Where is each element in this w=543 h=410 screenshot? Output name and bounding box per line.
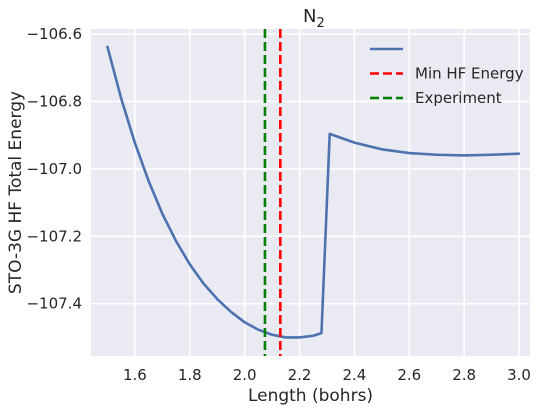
x-tick-label: 2.6 xyxy=(397,366,421,384)
legend-label: Experiment xyxy=(415,89,502,107)
y-axis-label: STO-3G HF Total Energy xyxy=(6,91,26,294)
chart-title-subscript: 2 xyxy=(316,16,324,31)
x-tick-label: 2.4 xyxy=(342,366,366,384)
legend: Min HF Energy Experiment xyxy=(370,47,524,107)
x-tick-label: 2.8 xyxy=(452,366,476,384)
plot-background xyxy=(91,29,530,356)
x-tick-label: 1.6 xyxy=(123,366,147,384)
chart-title: N2 xyxy=(303,6,325,31)
y-tick-label: −107.4 xyxy=(26,295,82,313)
chart-title-main: N xyxy=(303,6,316,27)
legend-label: Min HF Energy xyxy=(415,65,524,83)
x-tick-label: 3.0 xyxy=(507,366,531,384)
y-tick-label: −107.0 xyxy=(26,160,82,178)
series-line xyxy=(106,45,521,339)
x-tick-label: 2.2 xyxy=(288,366,312,384)
grid-lines xyxy=(91,29,530,356)
data-layer xyxy=(106,29,521,356)
y-tick-label: −107.2 xyxy=(26,227,82,245)
x-axis-label: Length (bohrs) xyxy=(248,386,373,406)
x-tick-label: 2.0 xyxy=(233,366,257,384)
y-tick-label: −106.8 xyxy=(26,92,82,110)
y-tick-label: −106.6 xyxy=(26,25,82,43)
x-tick-label: 1.8 xyxy=(178,366,202,384)
tick-labels: 1.6 1.8 2.0 2.2 2.4 2.6 2.8 3.0 −106.6 −106.8 −107… xyxy=(26,25,530,384)
